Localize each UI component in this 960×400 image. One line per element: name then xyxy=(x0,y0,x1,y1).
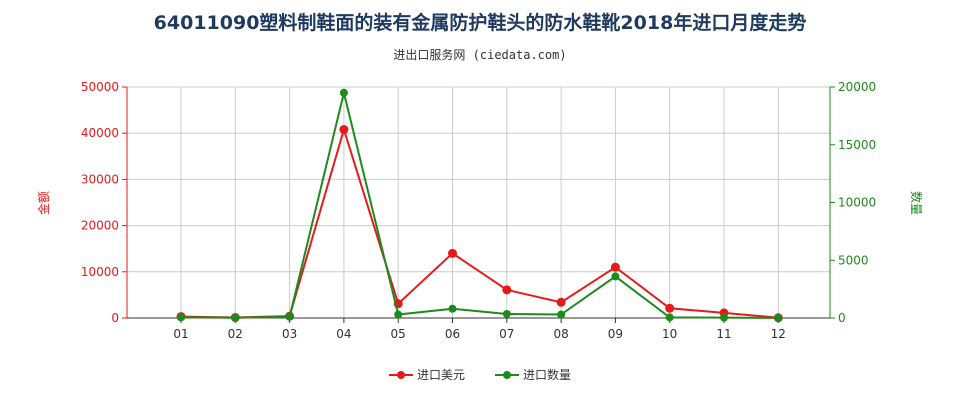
data-point-amount xyxy=(556,297,566,307)
data-point-amount xyxy=(665,303,675,313)
x-tick-label: 01 xyxy=(173,327,188,341)
x-tick-label: 04 xyxy=(336,327,351,341)
y-right-tick-label: 20000 xyxy=(838,80,876,94)
x-tick-label: 06 xyxy=(445,327,460,341)
data-point-quantity xyxy=(774,313,783,322)
y-axis-left-label: 金额 xyxy=(36,191,51,215)
data-point-quantity xyxy=(720,313,728,322)
x-tick-label: 03 xyxy=(282,327,297,341)
series-line-amount xyxy=(180,126,779,319)
x-tick-label: 12 xyxy=(771,327,786,341)
data-point-quantity xyxy=(339,88,348,97)
y-left-tick-label: 20000 xyxy=(81,219,119,233)
y-axis-right-label: 数量 xyxy=(909,191,924,215)
x-tick-label: 09 xyxy=(608,327,623,341)
x-tick-label: 10 xyxy=(662,327,677,341)
series-line-quantity xyxy=(180,92,779,319)
chart-subtitle: 进出口服务网 (ciedata.com) xyxy=(393,48,567,62)
x-tick-label: 02 xyxy=(228,327,243,341)
x-tick-label: 07 xyxy=(499,327,514,341)
data-point-quantity xyxy=(665,313,674,322)
data-point-quantity xyxy=(502,309,511,318)
y-right-tick-label: 10000 xyxy=(838,196,876,210)
legend: 进口美元 进口数量 xyxy=(0,366,960,383)
y-left-tick-label: 0 xyxy=(111,311,119,325)
legend-line-amount xyxy=(388,370,413,379)
data-point-quantity xyxy=(177,313,185,322)
data-point-quantity xyxy=(557,310,566,319)
legend-item-quantity[interactable]: 进口数量 xyxy=(495,366,571,383)
chart-title: 64011090塑料制鞋面的装有金属防护鞋头的防水鞋靴2018年进口月度走势 xyxy=(153,12,807,34)
y-left-tick-label: 40000 xyxy=(81,126,119,140)
x-tick-label: 05 xyxy=(391,327,406,341)
legend-item-amount[interactable]: 进口美元 xyxy=(388,366,465,383)
data-point-quantity xyxy=(231,313,240,322)
data-point-quantity xyxy=(285,312,294,321)
data-point-amount xyxy=(502,285,512,295)
data-point-amount xyxy=(610,262,620,272)
data-point-quantity xyxy=(394,310,403,319)
x-tick-label: 08 xyxy=(553,327,568,341)
y-right-tick-label: 15000 xyxy=(838,138,876,152)
x-tick-label: 11 xyxy=(716,327,731,341)
data-point-amount xyxy=(339,125,349,135)
legend-label-quantity: 进口数量 xyxy=(523,368,572,382)
y-left-tick-label: 10000 xyxy=(81,265,119,279)
legend-label-amount: 进口美元 xyxy=(416,368,465,382)
y-left-tick-label: 30000 xyxy=(81,172,119,186)
legend-line-quantity xyxy=(495,370,519,379)
y-left-tick-label: 50000 xyxy=(81,80,119,94)
data-point-quantity xyxy=(448,304,457,313)
y-right-tick-label: 0 xyxy=(838,311,846,325)
data-point-quantity xyxy=(611,272,620,281)
data-point-amount xyxy=(448,248,457,258)
y-right-tick-label: 5000 xyxy=(838,253,869,267)
